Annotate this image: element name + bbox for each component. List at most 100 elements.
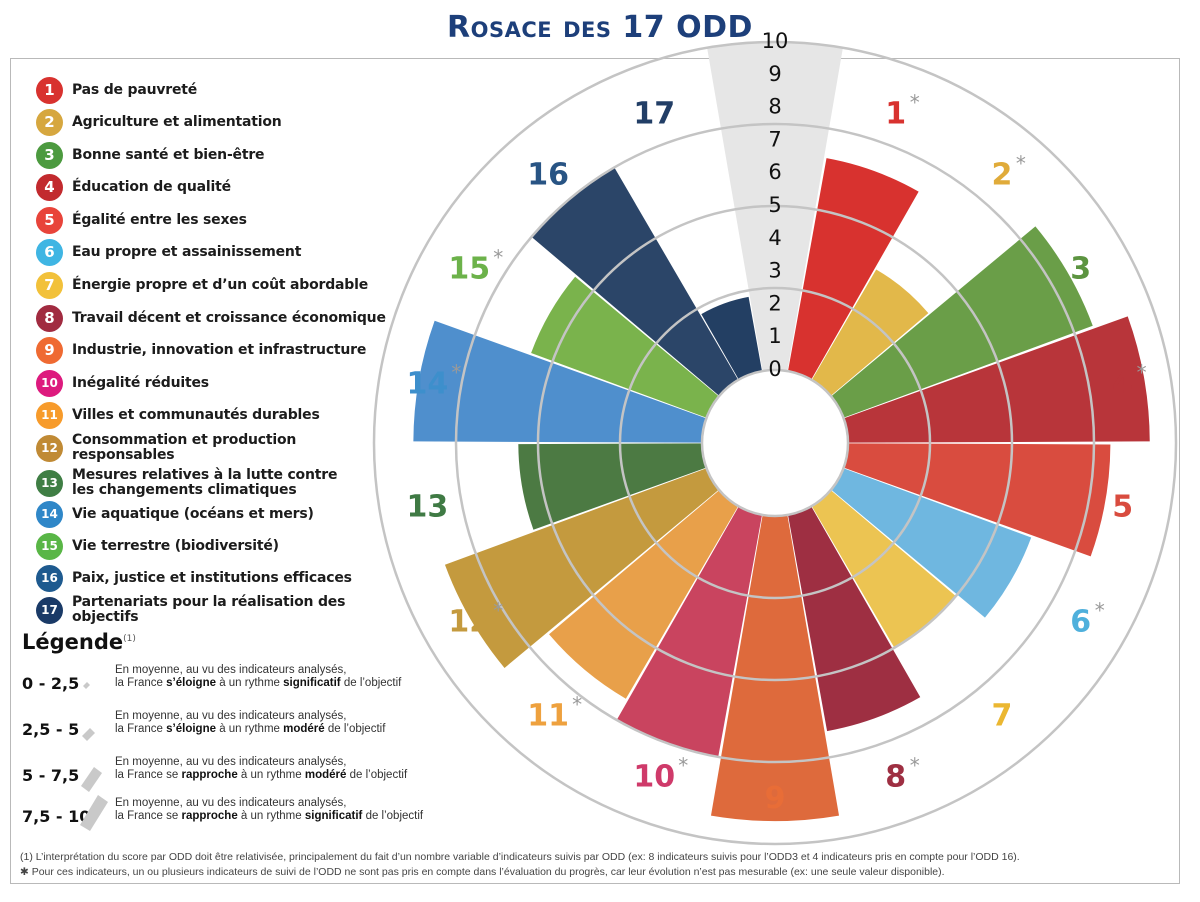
legend-desc-post: de l’objectif <box>340 677 402 689</box>
legend-range: 7,5 - 10 <box>22 807 91 826</box>
goal-item-13: 13 Mesures relatives à la lutte contre les… <box>36 467 396 499</box>
goal-number-badge: 3 <box>36 141 63 169</box>
goal-item-4: 4 Éducation de qualité <box>36 172 396 202</box>
goal-label-odd-11: 11 <box>527 698 569 733</box>
goal-label-odd-4: 4 <box>1112 367 1133 402</box>
legend-wedge-icon <box>81 767 102 792</box>
asterisk-mark: * <box>572 692 582 716</box>
legend-range: 0 - 2,5 <box>22 674 80 693</box>
bar-odd-12 <box>444 468 719 668</box>
goal-number-badge: 11 <box>36 401 63 429</box>
goal-label: Partenariats pour la réalisation des obj… <box>72 594 346 625</box>
bar-odd-3 <box>831 226 1093 418</box>
bar-odd-16 <box>531 167 739 396</box>
goal-label-odd-5: 5 <box>1112 489 1133 524</box>
goal-item-1: 1 Pas de pauvreté <box>36 75 396 105</box>
scale-label: 9 <box>768 62 781 86</box>
goal-item-14: 14 Vie aquatique (océans et mers) <box>36 499 396 529</box>
rose-grid <box>372 40 1178 846</box>
goal-label-odd-7: 7 <box>991 698 1012 733</box>
goal-item-8: 8 Travail décent et croissance économique <box>36 303 396 333</box>
legend-desc-mid: à un rythme <box>237 810 305 822</box>
asterisk-mark: * <box>910 90 920 114</box>
goal-number-badge: 6 <box>36 238 63 266</box>
goal-label-odd-3: 3 <box>1070 252 1091 287</box>
asterisk-mark: * <box>493 599 503 623</box>
goal-label-line2: les changements climatiques <box>72 482 297 498</box>
goal-label: Vie aquatique (océans et mers) <box>72 505 314 522</box>
goal-label-odd-9: 9 <box>765 781 786 816</box>
goal-label-odd-6: 6 <box>1070 605 1091 640</box>
goal-item-2: 2 Agriculture et alimentation <box>36 107 396 137</box>
goal-label: Énergie propre et d’un coût abordable <box>72 276 368 293</box>
legend-wedge-icon <box>83 682 90 689</box>
goal-number-badge: 4 <box>36 173 63 201</box>
bar-odd-7 <box>811 490 956 648</box>
legend-desc-line1: En moyenne, au vu des indicateurs analys… <box>115 756 347 768</box>
rose-scale: 0 1 2 3 4 5 6 7 8 9 10 <box>762 29 789 381</box>
goal-number-badge: 2 <box>36 108 63 136</box>
bar-odd-2 <box>811 269 929 396</box>
inner-hole <box>700 368 850 518</box>
legend-note-mark: (1) <box>123 634 136 644</box>
legend-desc-post: de l’objectif <box>362 810 424 822</box>
goal-number-badge: 17 <box>36 596 63 624</box>
goal-number-badge: 5 <box>36 206 63 234</box>
goal-item-12: 12 Consommation et production responsable… <box>36 433 396 463</box>
goal-label: Eau propre et assainissement <box>72 243 302 260</box>
bar-odd-6 <box>831 468 1032 618</box>
legend-row-2: 2,5 - 5 En moyenne, au vu des indicateur… <box>22 710 462 750</box>
goal-number-badge: 12 <box>36 434 63 462</box>
legend-desc-line1: En moyenne, au vu des indicateurs analys… <box>115 710 347 722</box>
goal-label: Bonne santé et bien-être <box>72 146 265 163</box>
goal-label: Paix, justice et institutions efficaces <box>72 569 352 586</box>
legend-desc-verb: rapproche <box>181 810 238 822</box>
goal-label-odd-13: 13 <box>406 489 448 524</box>
grid-ring-4 <box>372 40 1178 846</box>
legend-desc-mid: à un rythme <box>216 677 284 689</box>
bar-odd-9 <box>710 514 840 822</box>
goal-number-badge: 15 <box>36 532 63 560</box>
scale-label: 3 <box>768 259 781 283</box>
goal-label-odd-17: 17 <box>633 96 675 131</box>
goal-item-5: 5 Égalité entre les sexes <box>36 205 396 235</box>
chart-frame <box>10 58 1180 884</box>
grid-ring-1 <box>618 286 932 600</box>
goal-label-odd-2: 2 <box>991 158 1012 193</box>
legend-desc-pace: significatif <box>304 810 363 822</box>
goal-label: Éducation de qualité <box>72 178 231 195</box>
legend-row-1: 0 - 2,5 En moyenne, au vu des indicateur… <box>22 664 462 704</box>
scale-label: 10 <box>762 29 789 53</box>
goal-label: Industrie, innovation et infrastructure <box>72 341 367 358</box>
goal-number-badge: 9 <box>36 336 63 364</box>
footnote-1: (1) L’interprétation du score par ODD do… <box>20 851 1020 863</box>
scale-label: 2 <box>768 291 781 315</box>
asterisk-mark: * <box>910 754 920 778</box>
goal-label-odd-14: 14 <box>406 367 448 402</box>
goal-label: Agriculture et alimentation <box>72 113 282 130</box>
grid-ring-3 <box>454 122 1096 764</box>
asterisk-mark: * <box>1016 152 1026 176</box>
bar-odd-14 <box>413 320 707 443</box>
goal-label: Égalité entre les sexes <box>72 211 247 228</box>
goal-label-line1: Mesures relatives à la lutte contre <box>72 467 338 483</box>
legend-desc-verb: s’éloigne <box>166 723 216 735</box>
goal-number-badge: 8 <box>36 304 63 332</box>
page-title: Rosace des 17 ODD <box>447 10 753 45</box>
rose-bars <box>413 41 1150 822</box>
legend-title: Légende(1) <box>22 630 136 654</box>
goal-item-7: 7 Énergie propre et d’un coût abordable <box>36 270 396 300</box>
goal-item-10: 10 Inégalité réduites <box>36 368 396 398</box>
legend-description: En moyenne, au vu des indicateurs analys… <box>115 797 423 823</box>
bar-odd-13 <box>518 443 707 530</box>
goal-item-3: 3 Bonne santé et bien-être <box>36 140 396 170</box>
goal-label: Pas de pauvreté <box>72 81 198 98</box>
asterisk-mark: * <box>493 246 503 270</box>
footnote-2: ✱ Pour ces indicateurs, un ou plusieurs … <box>20 866 945 878</box>
goal-number-badge: 13 <box>36 469 63 497</box>
legend-desc-mid: à un rythme <box>216 723 284 735</box>
goal-label-odd-8: 8 <box>885 760 906 795</box>
legend-description: En moyenne, au vu des indicateurs analys… <box>115 664 401 690</box>
